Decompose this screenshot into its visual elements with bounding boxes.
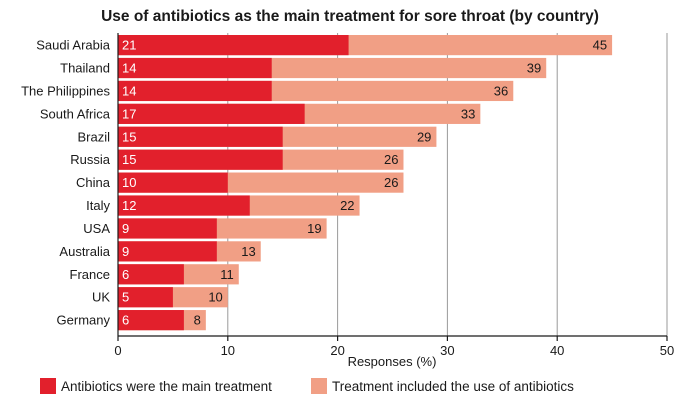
bar-main — [118, 218, 217, 239]
data-label-main: 15 — [122, 129, 136, 144]
bar-main — [118, 57, 272, 79]
data-label-main: 14 — [122, 83, 136, 98]
data-label-total: 33 — [461, 106, 475, 121]
x-tick-label: 50 — [660, 343, 674, 358]
bar-main — [118, 287, 173, 308]
x-tick-label: 0 — [114, 343, 121, 358]
legend-swatch — [40, 378, 56, 394]
category-labels: Saudi Arabia Thailand The Philippines South… — [21, 38, 111, 328]
category-label: Italy — [86, 198, 110, 213]
data-label-total: 26 — [384, 175, 398, 190]
data-label-main: 9 — [122, 221, 129, 236]
bar-main — [118, 241, 217, 262]
data-label-total: 11 — [220, 267, 234, 282]
chart-title: Use of antibiotics as the main treatment… — [101, 8, 599, 25]
data-label-total: 10 — [208, 290, 222, 305]
data-labels: 21 45 14 39 14 36 17 33 15 29 15 26 10 26 12 22 9 19 9 13 6 1… — [122, 38, 607, 328]
category-label: China — [76, 175, 111, 190]
category-label: Russia — [70, 152, 111, 167]
data-label-main: 21 — [122, 38, 136, 53]
bar-main — [118, 264, 184, 285]
data-label-total: 8 — [194, 313, 201, 328]
x-tick-label: 10 — [221, 343, 235, 358]
bar-main — [118, 80, 272, 102]
legend-label: Treatment included the use of antibiotic… — [332, 379, 574, 394]
data-label-main: 17 — [122, 106, 136, 121]
bar-main — [118, 195, 250, 216]
bar-main — [118, 35, 349, 56]
bar-main — [118, 126, 283, 147]
category-label: Germany — [57, 313, 111, 328]
category-label: The Philippines — [21, 83, 110, 98]
data-label-total: 29 — [417, 129, 431, 144]
x-axis-title: Responses (%) — [348, 354, 437, 369]
legend-swatch — [311, 378, 327, 394]
bar-main — [118, 172, 228, 193]
category-label: South Africa — [40, 106, 111, 121]
bar-main — [118, 310, 184, 331]
bar-main — [118, 149, 283, 170]
data-label-main: 15 — [122, 152, 136, 167]
category-label: Brazil — [77, 129, 110, 144]
data-label-total: 22 — [340, 198, 354, 213]
x-axis: 0 10 20 30 40 50 — [114, 33, 674, 358]
data-label-total: 13 — [241, 244, 255, 259]
x-tick-label: 20 — [330, 343, 344, 358]
data-label-total: 26 — [384, 152, 398, 167]
data-label-total: 39 — [527, 61, 541, 76]
x-tick-label: 40 — [550, 343, 564, 358]
x-tick-label: 30 — [440, 343, 454, 358]
legend-label: Antibiotics were the main treatment — [61, 379, 272, 394]
data-label-main: 14 — [122, 61, 136, 76]
legend: Antibiotics were the main treatment Treat… — [40, 378, 574, 394]
category-label: USA — [83, 221, 110, 236]
data-label-main: 9 — [122, 244, 129, 259]
data-label-main: 6 — [122, 313, 129, 328]
data-label-main: 10 — [122, 175, 136, 190]
data-label-total: 45 — [593, 38, 607, 53]
category-label: France — [70, 267, 110, 282]
category-label: Thailand — [60, 61, 110, 76]
data-label-main: 6 — [122, 267, 129, 282]
data-label-total: 19 — [307, 221, 321, 236]
category-label: UK — [92, 290, 110, 305]
data-label-main: 5 — [122, 290, 129, 305]
data-label-main: 12 — [122, 198, 136, 213]
data-label-total: 36 — [494, 83, 508, 98]
category-label: Australia — [59, 244, 110, 259]
category-label: Saudi Arabia — [36, 38, 110, 53]
bars — [118, 35, 613, 331]
bar-main — [118, 103, 305, 124]
